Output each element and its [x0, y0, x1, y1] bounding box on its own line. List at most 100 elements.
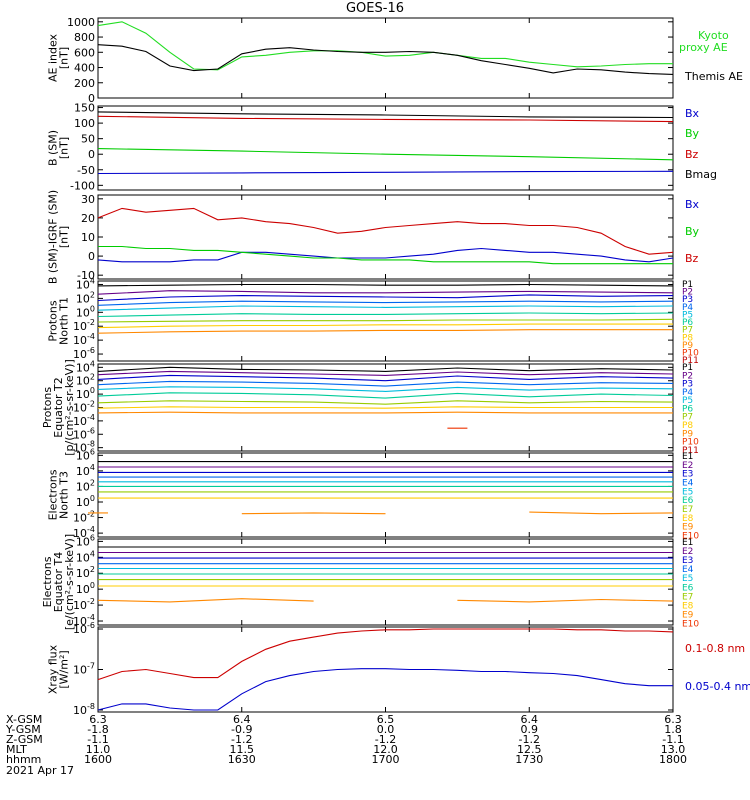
legend-e3: E3: [682, 470, 693, 480]
date-label: 2021 Apr 17: [6, 764, 74, 777]
series-line-bx: [97, 247, 674, 263]
legend-e3: E3: [682, 556, 693, 566]
y-tick-label: 102: [76, 478, 95, 493]
y-tick-label: 106: [76, 447, 95, 462]
panel-frame: [97, 194, 674, 280]
series-line-p9: [97, 329, 673, 334]
legend-bz: Bz: [685, 148, 699, 161]
orbit-value: -1.1: [662, 733, 683, 746]
series-line-bx: [97, 170, 674, 175]
orbit-value: 6.3: [89, 713, 107, 726]
orbit-row-label-hhmm: hhmm: [6, 753, 41, 766]
y-tick-label: 1000: [67, 16, 95, 29]
y-tick-label: 104: [76, 549, 95, 564]
y-tick-label: 10-8: [73, 440, 95, 455]
orbit-value: -0.9: [231, 723, 252, 736]
panel-frame: [97, 626, 674, 713]
y-axis-label: AE index[nT]: [47, 33, 71, 82]
series-line-by: [97, 148, 674, 161]
orbit-value: 1600: [84, 753, 112, 766]
y-tick-label: 10-7: [73, 662, 95, 677]
orbit-value: -1.8: [87, 723, 108, 736]
orbit-value: 12.0: [373, 743, 398, 756]
series-line-p6: [97, 312, 674, 318]
legend-bmag: Bmag: [685, 168, 717, 181]
y-axis-label: ProtonsNorth T1: [47, 297, 71, 345]
legend-themis-ae: Themis AE: [684, 70, 743, 83]
orbit-value: -1.2: [375, 733, 396, 746]
orbit-value: 12.5: [517, 743, 542, 756]
legend-p7: P7: [682, 413, 693, 423]
legend-p9: P9: [682, 341, 693, 351]
series-line-0-05-0-4-nm: [97, 668, 673, 711]
panel-ae: 1000 800 600 400 200 0 AE index[nT] Kyoto proxy …: [47, 16, 743, 105]
legend-p9: P9: [682, 429, 693, 439]
series-line-p3: [97, 294, 674, 302]
legend-p5: P5: [682, 396, 693, 406]
legend-p3: P3: [682, 295, 693, 305]
series-line-by: [98, 245, 673, 265]
orbit-value: 6.3: [664, 713, 682, 726]
orbit-row-label-y-gsm: Y-GSM: [5, 723, 41, 736]
legend-by: By: [685, 127, 700, 140]
legend-e9: E9: [682, 523, 694, 533]
y-axis-label: ElectronsEquator T4[e/(cm²-s-sr-keV)]: [41, 534, 76, 630]
legend-e10: E10: [682, 619, 699, 629]
series-line-p7: [97, 400, 674, 405]
legend-p4: P4: [682, 388, 693, 398]
series-line-bz: [97, 115, 674, 123]
legend-e8: E8: [682, 601, 694, 611]
series-line-p8: [97, 406, 673, 409]
legend-e1: E1: [682, 452, 693, 462]
orbit-value: 1.8: [664, 723, 682, 736]
y-tick-label: 10-2: [73, 400, 95, 415]
legend-p8: P8: [682, 333, 693, 343]
legend-by: By: [685, 225, 700, 238]
series-line-p6: [97, 392, 674, 399]
y-tick-label: 100: [76, 386, 95, 401]
legend-p4: P4: [682, 303, 693, 313]
y-tick-label: 102: [76, 290, 95, 305]
orbit-value: 0.9: [521, 723, 539, 736]
legend-e10: E10: [682, 532, 699, 542]
legend-e4: E4: [682, 565, 694, 575]
y-tick-label: 104: [76, 276, 95, 291]
series-line-e9: [241, 512, 386, 515]
series-line-kyoto-proxy-ae: [97, 21, 673, 71]
legend-e5: E5: [682, 487, 693, 497]
legend-e7: E7: [682, 505, 693, 515]
y-tick-label: 100: [76, 304, 95, 319]
series-line-p9: [97, 411, 673, 414]
orbit-value: 0.0: [377, 723, 395, 736]
series-line-p1: [97, 366, 674, 372]
panel-frame: [97, 105, 674, 191]
series-line-p4: [97, 380, 674, 387]
series-line-p4: [97, 300, 674, 306]
series-line-themis-ae: [97, 44, 674, 75]
legend-e6: E6: [682, 583, 694, 593]
y-tick-label: 30: [81, 193, 95, 206]
y-tick-label: 10-6: [73, 346, 95, 361]
y-axis-label: ProtonsEquator T2[p/(cm²-s-sr-keV)]: [41, 359, 76, 456]
y-tick-label: 10-6: [73, 426, 95, 441]
y-tick-label: 104: [76, 463, 95, 478]
legend-p10: P10: [682, 438, 699, 448]
legend-p10: P10: [682, 349, 699, 359]
y-tick-label: 10: [81, 231, 95, 244]
y-axis-label: B (SM)-IGRF (SM)[nT]: [47, 190, 71, 284]
y-axis-label: ElectronsNorth T3: [47, 469, 71, 520]
y-tick-label: 600: [74, 46, 95, 59]
series-line-0-1-0-8-nm: [97, 628, 674, 681]
orbit-value: 11.5: [230, 743, 255, 756]
y-tick-label: 0: [88, 250, 95, 263]
series-line-p3: [97, 374, 674, 382]
orbit-value: -1.2: [231, 733, 252, 746]
y-tick-label: 102: [76, 565, 95, 580]
y-tick-label: -100: [70, 179, 95, 192]
y-tick-label: 10-4: [73, 613, 95, 628]
orbit-row-label-z-gsm: Z-GSM: [6, 733, 43, 746]
series-line-bmag: [97, 111, 674, 119]
